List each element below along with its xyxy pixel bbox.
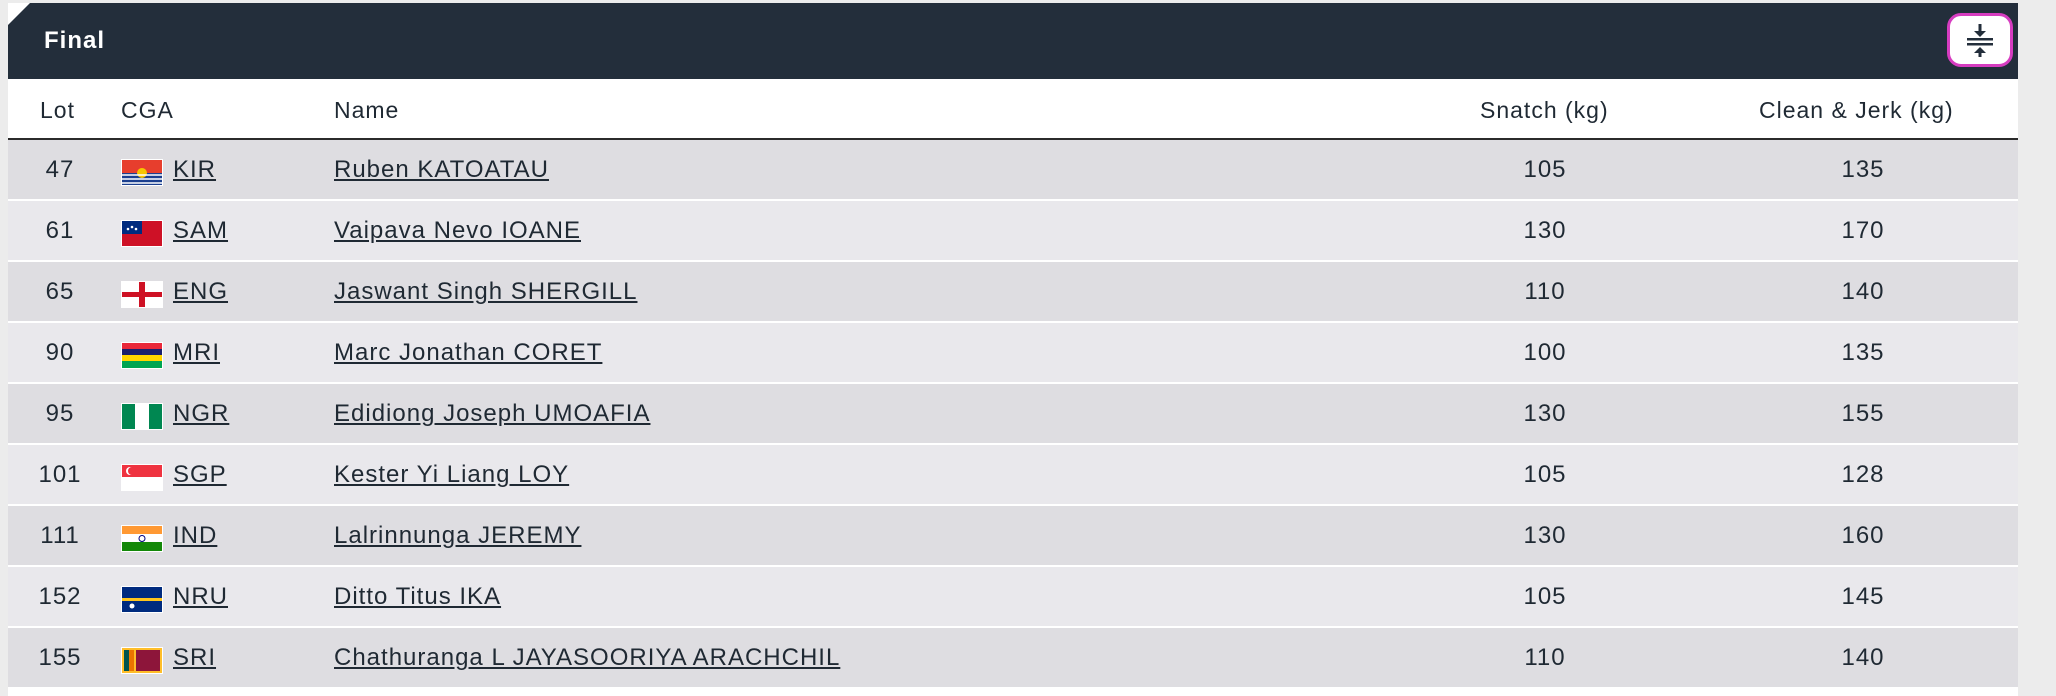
athlete-name-link[interactable]: Kester Yi Liang LOY bbox=[334, 461, 570, 488]
cga-link[interactable]: NGR bbox=[173, 400, 230, 427]
flag-icon bbox=[121, 403, 163, 430]
flag-icon bbox=[121, 220, 163, 247]
flag-icon bbox=[121, 647, 163, 674]
lot-number: 111 bbox=[40, 522, 80, 549]
lot-number: 61 bbox=[45, 217, 75, 244]
snatch-value: 105 bbox=[1523, 583, 1567, 610]
cga-link[interactable]: ENG bbox=[173, 278, 229, 305]
cga-link[interactable]: SAM bbox=[173, 217, 229, 244]
clean-jerk-value: 135 bbox=[1841, 339, 1885, 366]
snatch-value: 110 bbox=[1524, 278, 1566, 305]
cga-link[interactable]: NRU bbox=[173, 583, 228, 610]
col-snatch: Snatch (kg) bbox=[1480, 97, 1609, 123]
athlete-name-link[interactable]: Chathuranga L JAYASOORIYA ARACHCHIL bbox=[334, 644, 841, 671]
col-cga: CGA bbox=[121, 97, 174, 123]
flag-icon bbox=[121, 342, 163, 369]
table-row: 90 MRI Marc Jonathan CORET 100 135 bbox=[8, 323, 2018, 384]
table-row: 111 IND Lalrinnunga JEREMY 130 160 bbox=[8, 506, 2018, 567]
clean-jerk-value: 155 bbox=[1841, 400, 1885, 427]
cga-link[interactable]: IND bbox=[173, 522, 218, 549]
lot-number: 101 bbox=[38, 461, 82, 488]
athlete-name-link[interactable]: Vaipava Nevo IOANE bbox=[334, 217, 581, 244]
flag-icon bbox=[121, 281, 163, 308]
results-panel: Final Lot CGA Name Snatch (kg) Clean & J… bbox=[8, 3, 2018, 696]
clean-jerk-value: 128 bbox=[1841, 461, 1885, 488]
cga-link[interactable]: KIR bbox=[173, 156, 217, 183]
table-body: 47 KIR Ruben KATOATAU 105 135 61 SAM Vaipava Ne… bbox=[8, 140, 2018, 689]
table-row: 61 SAM Vaipava Nevo IOANE 130 170 bbox=[8, 201, 2018, 262]
cga-link[interactable]: SGP bbox=[173, 461, 227, 488]
lot-number: 90 bbox=[45, 339, 75, 366]
lot-number: 152 bbox=[38, 583, 82, 610]
snatch-value: 130 bbox=[1523, 217, 1567, 244]
snatch-value: 130 bbox=[1523, 522, 1567, 549]
snatch-value: 110 bbox=[1524, 644, 1566, 671]
lot-number: 155 bbox=[38, 644, 82, 671]
col-clean-jerk: Clean & Jerk (kg) bbox=[1759, 97, 1954, 123]
table-row: 155 SRI Chathuranga L JAYASOORIYA ARACHCHI… bbox=[8, 628, 2018, 689]
flag-icon bbox=[121, 159, 163, 186]
panel-header: Final bbox=[8, 3, 2018, 79]
snatch-value: 100 bbox=[1523, 339, 1567, 366]
table-row: 152 NRU Ditto Titus IKA 105 145 bbox=[8, 567, 2018, 628]
table-row: 65 ENG Jaswant Singh SHERGILL 110 140 bbox=[8, 262, 2018, 323]
snatch-value: 105 bbox=[1523, 461, 1567, 488]
lot-number: 47 bbox=[45, 156, 75, 183]
athlete-name-link[interactable]: Lalrinnunga JEREMY bbox=[334, 522, 582, 549]
table-header: Lot CGA Name Snatch (kg) Clean & Jerk (k… bbox=[8, 79, 2018, 140]
panel-title: Final bbox=[44, 27, 106, 54]
cga-link[interactable]: MRI bbox=[173, 339, 220, 366]
snatch-value: 105 bbox=[1523, 156, 1567, 183]
athlete-name-link[interactable]: Ruben KATOATAU bbox=[334, 156, 549, 183]
clean-jerk-value: 140 bbox=[1841, 644, 1885, 671]
clean-jerk-value: 140 bbox=[1841, 278, 1885, 305]
athlete-name-link[interactable]: Jaswant Singh SHERGILL bbox=[334, 278, 638, 305]
table-row: 101 SGP Kester Yi Liang LOY 105 128 bbox=[8, 445, 2018, 506]
clean-jerk-value: 145 bbox=[1841, 583, 1885, 610]
snatch-value: 130 bbox=[1523, 400, 1567, 427]
flag-icon bbox=[121, 525, 163, 552]
col-name: Name bbox=[334, 97, 400, 123]
collapse-toggle-button[interactable] bbox=[1947, 13, 2013, 67]
athlete-name-link[interactable]: Edidiong Joseph UMOAFIA bbox=[334, 400, 651, 427]
athlete-name-link[interactable]: Ditto Titus IKA bbox=[334, 583, 502, 610]
athlete-name-link[interactable]: Marc Jonathan CORET bbox=[334, 339, 603, 366]
clean-jerk-value: 170 bbox=[1841, 217, 1885, 244]
table-row: 47 KIR Ruben KATOATAU 105 135 bbox=[8, 140, 2018, 201]
lot-number: 95 bbox=[45, 400, 75, 427]
table-row: 95 NGR Edidiong Joseph UMOAFIA 130 155 bbox=[8, 384, 2018, 445]
cga-link[interactable]: SRI bbox=[173, 644, 217, 671]
lot-number: 65 bbox=[45, 278, 75, 305]
clean-jerk-value: 160 bbox=[1841, 522, 1885, 549]
col-lot: Lot bbox=[40, 97, 75, 123]
collapse-vertical-icon bbox=[1967, 24, 1993, 57]
flag-icon bbox=[121, 586, 163, 613]
flag-icon bbox=[121, 464, 163, 491]
clean-jerk-value: 135 bbox=[1841, 156, 1885, 183]
